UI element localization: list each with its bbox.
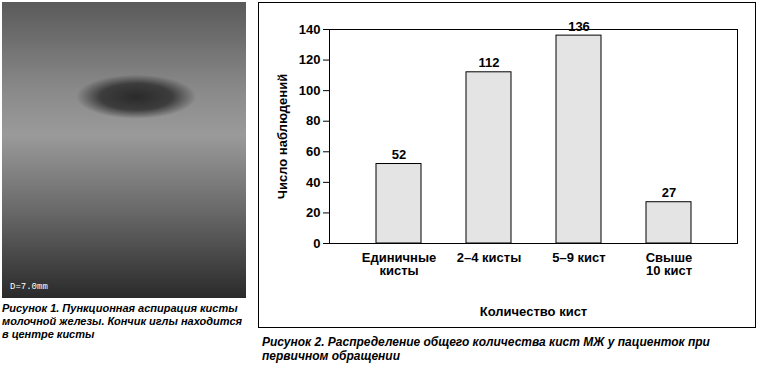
svg-text:80: 80 — [306, 113, 320, 128]
svg-text:2–4 кисты: 2–4 кисты — [457, 250, 522, 265]
svg-text:Единичныекисты: Единичныекисты — [362, 250, 437, 278]
svg-text:20: 20 — [306, 205, 320, 220]
svg-text:140: 140 — [299, 22, 321, 37]
svg-text:60: 60 — [306, 144, 320, 159]
svg-text:100: 100 — [299, 83, 321, 98]
html-text:D=7.0mm: D=7.0mm — [10, 282, 48, 292]
svg-text:Свыше10 кист: Свыше10 кист — [646, 250, 693, 278]
svg-text:136: 136 — [568, 19, 590, 34]
svg-text:40: 40 — [306, 175, 320, 190]
svg-text:120: 120 — [299, 52, 321, 67]
html-text:Рисунок 1. Пункционная аспирац: Рисунок 1. Пункционная аспирация кисты м… — [2, 302, 242, 340]
svg-text:0: 0 — [313, 236, 320, 251]
svg-text:27: 27 — [662, 185, 676, 200]
svg-text:112: 112 — [479, 55, 500, 70]
html-text:Рисунок 2. Распределение общег: Рисунок 2. Распределение общего количест… — [262, 335, 710, 363]
svg-text:Количество кист: Количество кист — [480, 304, 587, 319]
svg-text:52: 52 — [392, 147, 406, 162]
svg-text:5–9 кист: 5–9 кист — [552, 250, 605, 265]
svg-text:Число наблюдений: Число наблюдений — [275, 74, 290, 199]
